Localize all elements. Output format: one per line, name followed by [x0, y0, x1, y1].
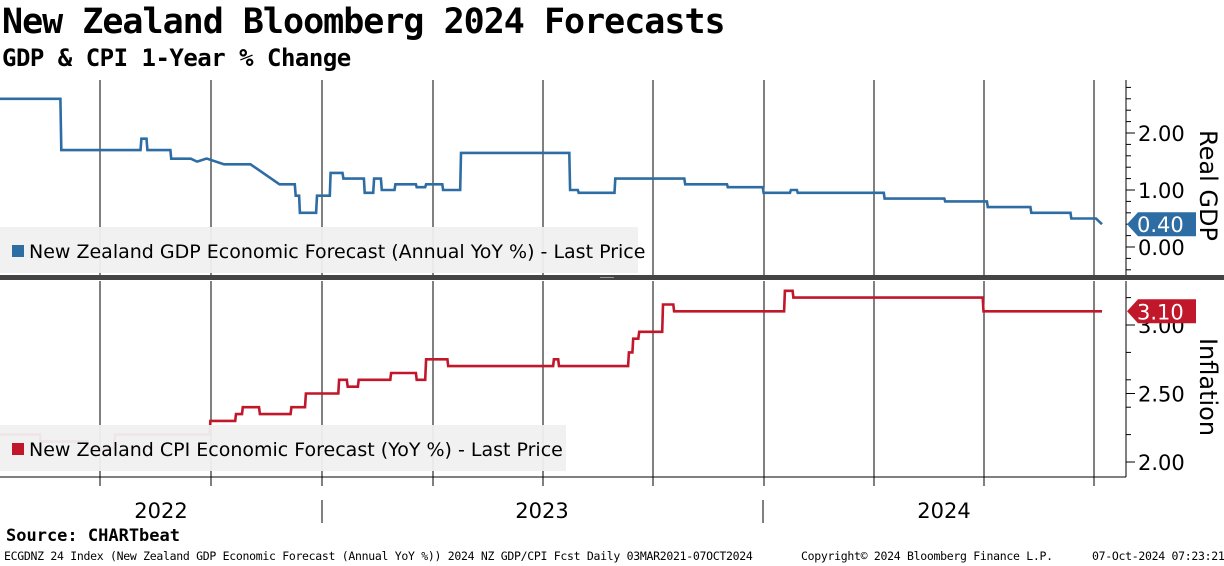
last-value-label: 3.10: [1137, 300, 1184, 324]
y-tick-label: 2.50: [1138, 383, 1185, 407]
chart-subtitle: GDP & CPI 1-Year % Change: [2, 44, 351, 72]
cpi-series-line: [0, 289, 1102, 450]
year-label: 2024: [917, 499, 970, 523]
legend-label: New Zealand CPI Economic Forecast (YoY %…: [29, 439, 563, 461]
last-value-tag: [1127, 212, 1196, 237]
legend-swatch: [12, 245, 24, 257]
source-label: Source: CHARTbeat: [6, 526, 180, 546]
y-tick-label: 1.00: [1138, 179, 1185, 203]
legend-box: [0, 227, 638, 273]
gdp-panel: 2.00 1.00 0.00 Real GDP 0.40 New Zealand GDP …: [0, 80, 1222, 275]
legend-swatch: [12, 443, 24, 455]
y-tick-label: 0.00: [1138, 236, 1185, 260]
last-value-label: 0.40: [1137, 213, 1184, 237]
y-axis-title: Real GDP: [1194, 130, 1222, 241]
y-tick-label: 2.00: [1138, 451, 1185, 475]
legend-box: [0, 425, 566, 471]
gdp-series-line: [0, 97, 1103, 226]
year-label: 2022: [134, 499, 187, 523]
x-axis: 2022 2023 2024: [0, 476, 1126, 523]
year-label: 2023: [515, 499, 568, 523]
y-tick-label: 2.00: [1138, 122, 1185, 146]
legend-label: New Zealand GDP Economic Forecast (Annua…: [29, 241, 645, 263]
footer-index-info: ECGDNZ 24 Index (New Zealand GDP Economi…: [4, 549, 753, 563]
y-axis-title: Inflation: [1194, 338, 1222, 436]
footer-timestamp: 07-Oct-2024 07:23:21: [1092, 549, 1224, 563]
chart-title: New Zealand Bloomberg 2024 Forecasts: [2, 2, 726, 42]
last-value-tag: [1127, 299, 1196, 324]
footer-copyright: Copyright© 2024 Bloomberg Finance L.P.: [801, 549, 1053, 563]
